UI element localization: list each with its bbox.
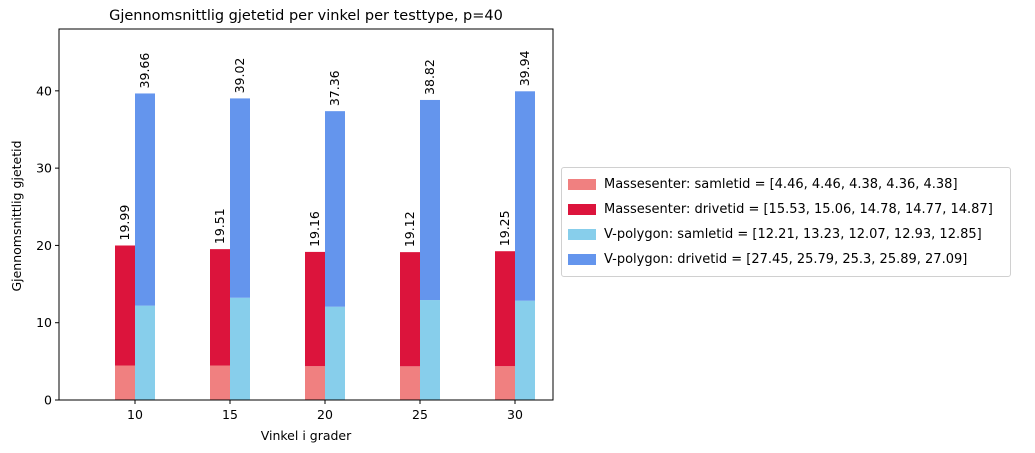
y-tick-label: 20 [36, 238, 52, 253]
data-label-v-polygon-20: 37.36 [327, 70, 342, 106]
bar-v-polygon-samletid-10 [135, 305, 155, 400]
bar-v-polygon-drivetid-10 [135, 93, 155, 306]
bar-massesenter-drivetid-10 [115, 245, 135, 366]
legend-swatch [568, 254, 596, 265]
bar-v-polygon-samletid-25 [420, 300, 440, 400]
bar-massesenter-samletid-10 [115, 365, 135, 400]
y-tick-label: 40 [36, 83, 52, 98]
data-label-massesenter-15: 19.51 [212, 208, 227, 244]
legend-item: Massesenter: samletid = [4.46, 4.46, 4.3… [568, 172, 1004, 197]
legend-item: V-polygon: drivetid = [27.45, 25.79, 25.… [568, 247, 1004, 272]
y-tick-label: 30 [36, 161, 52, 176]
y-axis-label: Gjennomsnittlig gjetetid [9, 140, 24, 291]
data-label-massesenter-30: 19.25 [497, 210, 512, 246]
x-axis-ticks: 10 15 20 25 30 [127, 400, 523, 422]
bar-v-polygon-drivetid-25 [420, 99, 440, 301]
y-axis-ticks: 0 10 20 30 40 [36, 83, 59, 408]
x-tick-label: 30 [507, 407, 523, 422]
x-tick-label: 10 [127, 407, 143, 422]
data-label-v-polygon-15: 39.02 [232, 58, 247, 94]
plot-frame [58, 28, 554, 401]
bar-v-polygon-drivetid-20 [325, 111, 345, 307]
x-tick-label: 20 [317, 407, 333, 422]
bar-massesenter-drivetid-25 [400, 252, 420, 367]
legend: Massesenter: samletid = [4.46, 4.46, 4.3… [561, 167, 1011, 277]
bar-massesenter-drivetid-15 [210, 249, 230, 366]
bar-massesenter-samletid-30 [495, 366, 515, 400]
bar-v-polygon-samletid-15 [230, 297, 250, 400]
y-tick-label: 0 [44, 393, 52, 408]
bar-massesenter-drivetid-30 [495, 251, 515, 367]
legend-label: Massesenter: drivetid = [15.53, 15.06, 1… [604, 202, 993, 217]
legend-item: V-polygon: samletid = [12.21, 13.23, 12.… [568, 222, 1004, 247]
bar-massesenter-samletid-25 [400, 366, 420, 400]
data-label-massesenter-25: 19.12 [402, 211, 417, 247]
x-axis-label: Vinkel i grader [261, 428, 352, 443]
legend-item: Massesenter: drivetid = [15.53, 15.06, 1… [568, 197, 1004, 222]
bar-v-polygon-drivetid-30 [515, 91, 535, 301]
y-tick-label: 10 [36, 315, 52, 330]
bar-v-polygon-samletid-20 [325, 306, 345, 400]
x-tick-label: 25 [412, 407, 428, 422]
legend-label: V-polygon: samletid = [12.21, 13.23, 12.… [604, 227, 982, 242]
legend-label: Massesenter: samletid = [4.46, 4.46, 4.3… [604, 177, 958, 192]
bar-v-polygon-drivetid-15 [230, 98, 250, 298]
data-label-v-polygon-25: 38.82 [422, 59, 437, 95]
bar-massesenter-samletid-20 [305, 366, 325, 400]
data-label-massesenter-10: 19.99 [117, 205, 132, 241]
legend-swatch [568, 179, 596, 190]
legend-swatch [568, 229, 596, 240]
bar-massesenter-samletid-15 [210, 365, 230, 400]
bar-v-polygon-samletid-30 [515, 300, 535, 400]
legend-swatch [568, 204, 596, 215]
bar-massesenter-drivetid-20 [305, 251, 325, 367]
data-label-v-polygon-10: 39.66 [137, 53, 152, 89]
legend-label: V-polygon: drivetid = [27.45, 25.79, 25.… [604, 252, 968, 267]
bars-layer [115, 91, 535, 400]
chart-title: Gjennomsnittlig gjetetid per vinkel per … [109, 8, 503, 24]
data-label-v-polygon-30: 39.94 [517, 50, 532, 86]
x-tick-label: 15 [222, 407, 238, 422]
data-label-massesenter-20: 19.16 [307, 211, 322, 247]
value-labels-layer: 19.99 39.66 19.51 39.02 19.16 37.36 19.12 38.82… [117, 50, 532, 247]
